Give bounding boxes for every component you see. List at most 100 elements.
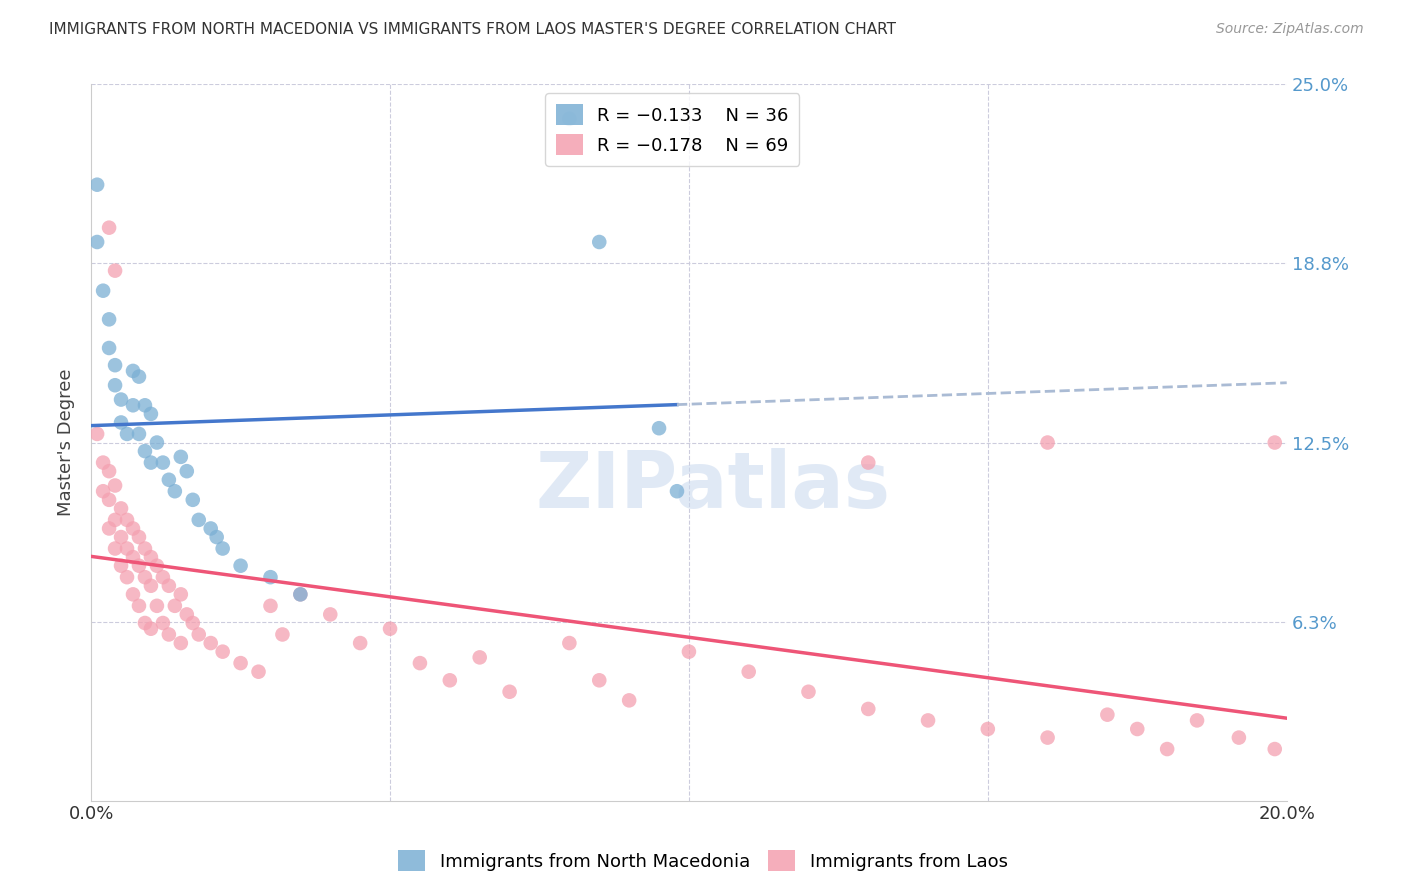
Point — [91, 284, 114, 298]
Point — [211, 541, 233, 556]
Point — [128, 369, 150, 384]
Point — [128, 530, 150, 544]
Legend: R = −0.133    N = 36, R = −0.178    N = 69: R = −0.133 N = 36, R = −0.178 N = 69 — [546, 94, 800, 166]
Point — [1185, 714, 1208, 728]
Point — [977, 722, 1000, 736]
Point — [128, 426, 150, 441]
Point — [139, 622, 162, 636]
Point — [146, 599, 169, 613]
Point — [91, 456, 114, 470]
Point — [858, 702, 880, 716]
Point — [104, 378, 127, 392]
Point — [229, 656, 252, 670]
Point — [738, 665, 761, 679]
Point — [163, 484, 186, 499]
Point — [128, 599, 150, 613]
Point — [115, 570, 138, 584]
Point — [157, 473, 180, 487]
Point — [86, 426, 108, 441]
Y-axis label: Master's Degree: Master's Degree — [58, 368, 75, 516]
Point — [211, 645, 233, 659]
Point — [176, 464, 198, 478]
Point — [115, 513, 138, 527]
Point — [91, 484, 114, 499]
Point — [678, 645, 700, 659]
Text: ZIPatlas: ZIPatlas — [536, 448, 890, 524]
Point — [170, 450, 193, 464]
Point — [665, 484, 688, 499]
Point — [86, 178, 108, 192]
Point — [115, 541, 138, 556]
Point — [259, 599, 281, 613]
Point — [122, 521, 145, 535]
Point — [122, 398, 145, 412]
Point — [152, 570, 174, 584]
Point — [110, 558, 132, 573]
Point — [122, 587, 145, 601]
Point — [558, 112, 581, 126]
Point — [409, 656, 432, 670]
Point — [98, 492, 121, 507]
Point — [617, 693, 640, 707]
Point — [98, 464, 121, 478]
Point — [110, 501, 132, 516]
Point — [1156, 742, 1178, 756]
Point — [163, 599, 186, 613]
Point — [259, 570, 281, 584]
Point — [98, 341, 121, 355]
Point — [181, 615, 204, 630]
Point — [98, 312, 121, 326]
Point — [110, 530, 132, 544]
Point — [439, 673, 461, 688]
Point — [86, 235, 108, 249]
Point — [498, 685, 520, 699]
Point — [319, 607, 342, 622]
Point — [229, 558, 252, 573]
Point — [290, 587, 312, 601]
Point — [1036, 435, 1059, 450]
Point — [648, 421, 671, 435]
Point — [858, 456, 880, 470]
Point — [134, 570, 156, 584]
Point — [134, 541, 156, 556]
Legend: Immigrants from North Macedonia, Immigrants from Laos: Immigrants from North Macedonia, Immigra… — [391, 843, 1015, 879]
Point — [157, 627, 180, 641]
Point — [170, 636, 193, 650]
Point — [110, 416, 132, 430]
Point — [1264, 742, 1286, 756]
Point — [1227, 731, 1250, 745]
Point — [157, 579, 180, 593]
Point — [122, 550, 145, 565]
Point — [146, 435, 169, 450]
Point — [247, 665, 270, 679]
Point — [917, 714, 939, 728]
Point — [146, 558, 169, 573]
Point — [152, 456, 174, 470]
Point — [104, 541, 127, 556]
Point — [115, 426, 138, 441]
Point — [200, 521, 222, 535]
Point — [271, 627, 294, 641]
Point — [139, 550, 162, 565]
Point — [134, 444, 156, 458]
Point — [104, 478, 127, 492]
Point — [1126, 722, 1149, 736]
Point — [170, 587, 193, 601]
Text: IMMIGRANTS FROM NORTH MACEDONIA VS IMMIGRANTS FROM LAOS MASTER'S DEGREE CORRELAT: IMMIGRANTS FROM NORTH MACEDONIA VS IMMIG… — [49, 22, 896, 37]
Point — [139, 407, 162, 421]
Point — [187, 627, 209, 641]
Point — [588, 235, 610, 249]
Point — [176, 607, 198, 622]
Point — [134, 615, 156, 630]
Point — [1036, 731, 1059, 745]
Point — [104, 263, 127, 277]
Point — [181, 492, 204, 507]
Point — [128, 558, 150, 573]
Point — [378, 622, 401, 636]
Point — [558, 636, 581, 650]
Point — [1097, 707, 1119, 722]
Point — [110, 392, 132, 407]
Point — [134, 398, 156, 412]
Point — [152, 615, 174, 630]
Point — [588, 673, 610, 688]
